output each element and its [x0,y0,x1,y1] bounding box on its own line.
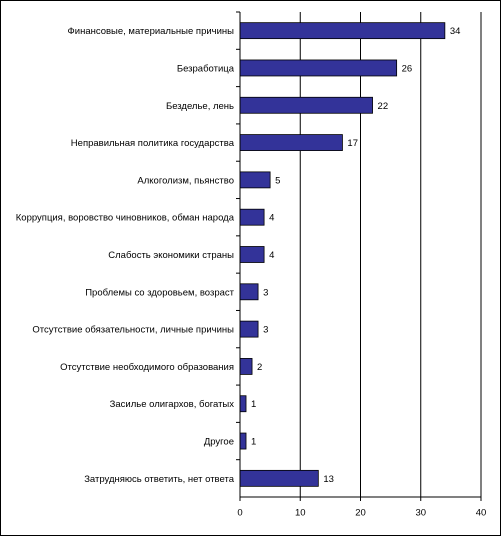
bar [239,283,259,301]
y-tick-label: Безработица [177,63,235,74]
bar [239,208,265,226]
value-label: 5 [275,175,280,186]
y-tick-label: Отсутствие обязательности, личные причин… [32,325,234,336]
value-label: 4 [269,213,274,224]
y-tick-label: Финансовые, материальные причины [68,26,235,37]
y-tick-label: Отсутствие необходимого образования [60,362,234,373]
value-label: 22 [378,101,389,112]
bar [239,171,271,189]
y-tick-label: Неправильная политика государства [71,138,235,149]
value-label: 13 [323,474,334,485]
x-tick-label: 30 [415,508,426,519]
value-label: 1 [251,437,256,448]
y-tick-label: Засилье олигархов, богатых [110,399,235,410]
bar [239,358,253,375]
x-tick-label: 10 [295,508,306,519]
y-tick-label: Слабость экономики страны [108,250,234,261]
bar [239,134,343,151]
value-label: 4 [269,250,274,261]
value-label: 17 [347,138,358,149]
bar [239,395,247,413]
y-tick-label: Затрудняюсь ответить, нет ответа [84,474,235,485]
y-tick-label: Коррупция, воровство чиновников, обман н… [16,213,235,224]
value-label: 2 [257,362,262,373]
bar [239,320,259,338]
value-label: 26 [402,63,413,74]
value-label: 3 [263,287,268,298]
y-tick-label: Безделье, лень [166,101,234,112]
x-tick-label: 0 [237,508,242,519]
bar [239,96,373,114]
y-tick-label: Проблемы со здоровьем, возраст [85,287,234,298]
bar [239,59,398,77]
value-label: 1 [251,399,256,410]
y-tick-label: Другое [204,437,234,448]
value-label: 3 [263,325,268,336]
x-tick-label: 40 [476,508,487,519]
y-tick-label: Алкоголизм, пьянство [137,175,234,186]
bar [239,246,265,263]
value-label: 34 [450,26,461,37]
bar [239,469,319,487]
x-tick-label: 20 [355,508,366,519]
bar [239,432,247,450]
bar [239,22,446,40]
